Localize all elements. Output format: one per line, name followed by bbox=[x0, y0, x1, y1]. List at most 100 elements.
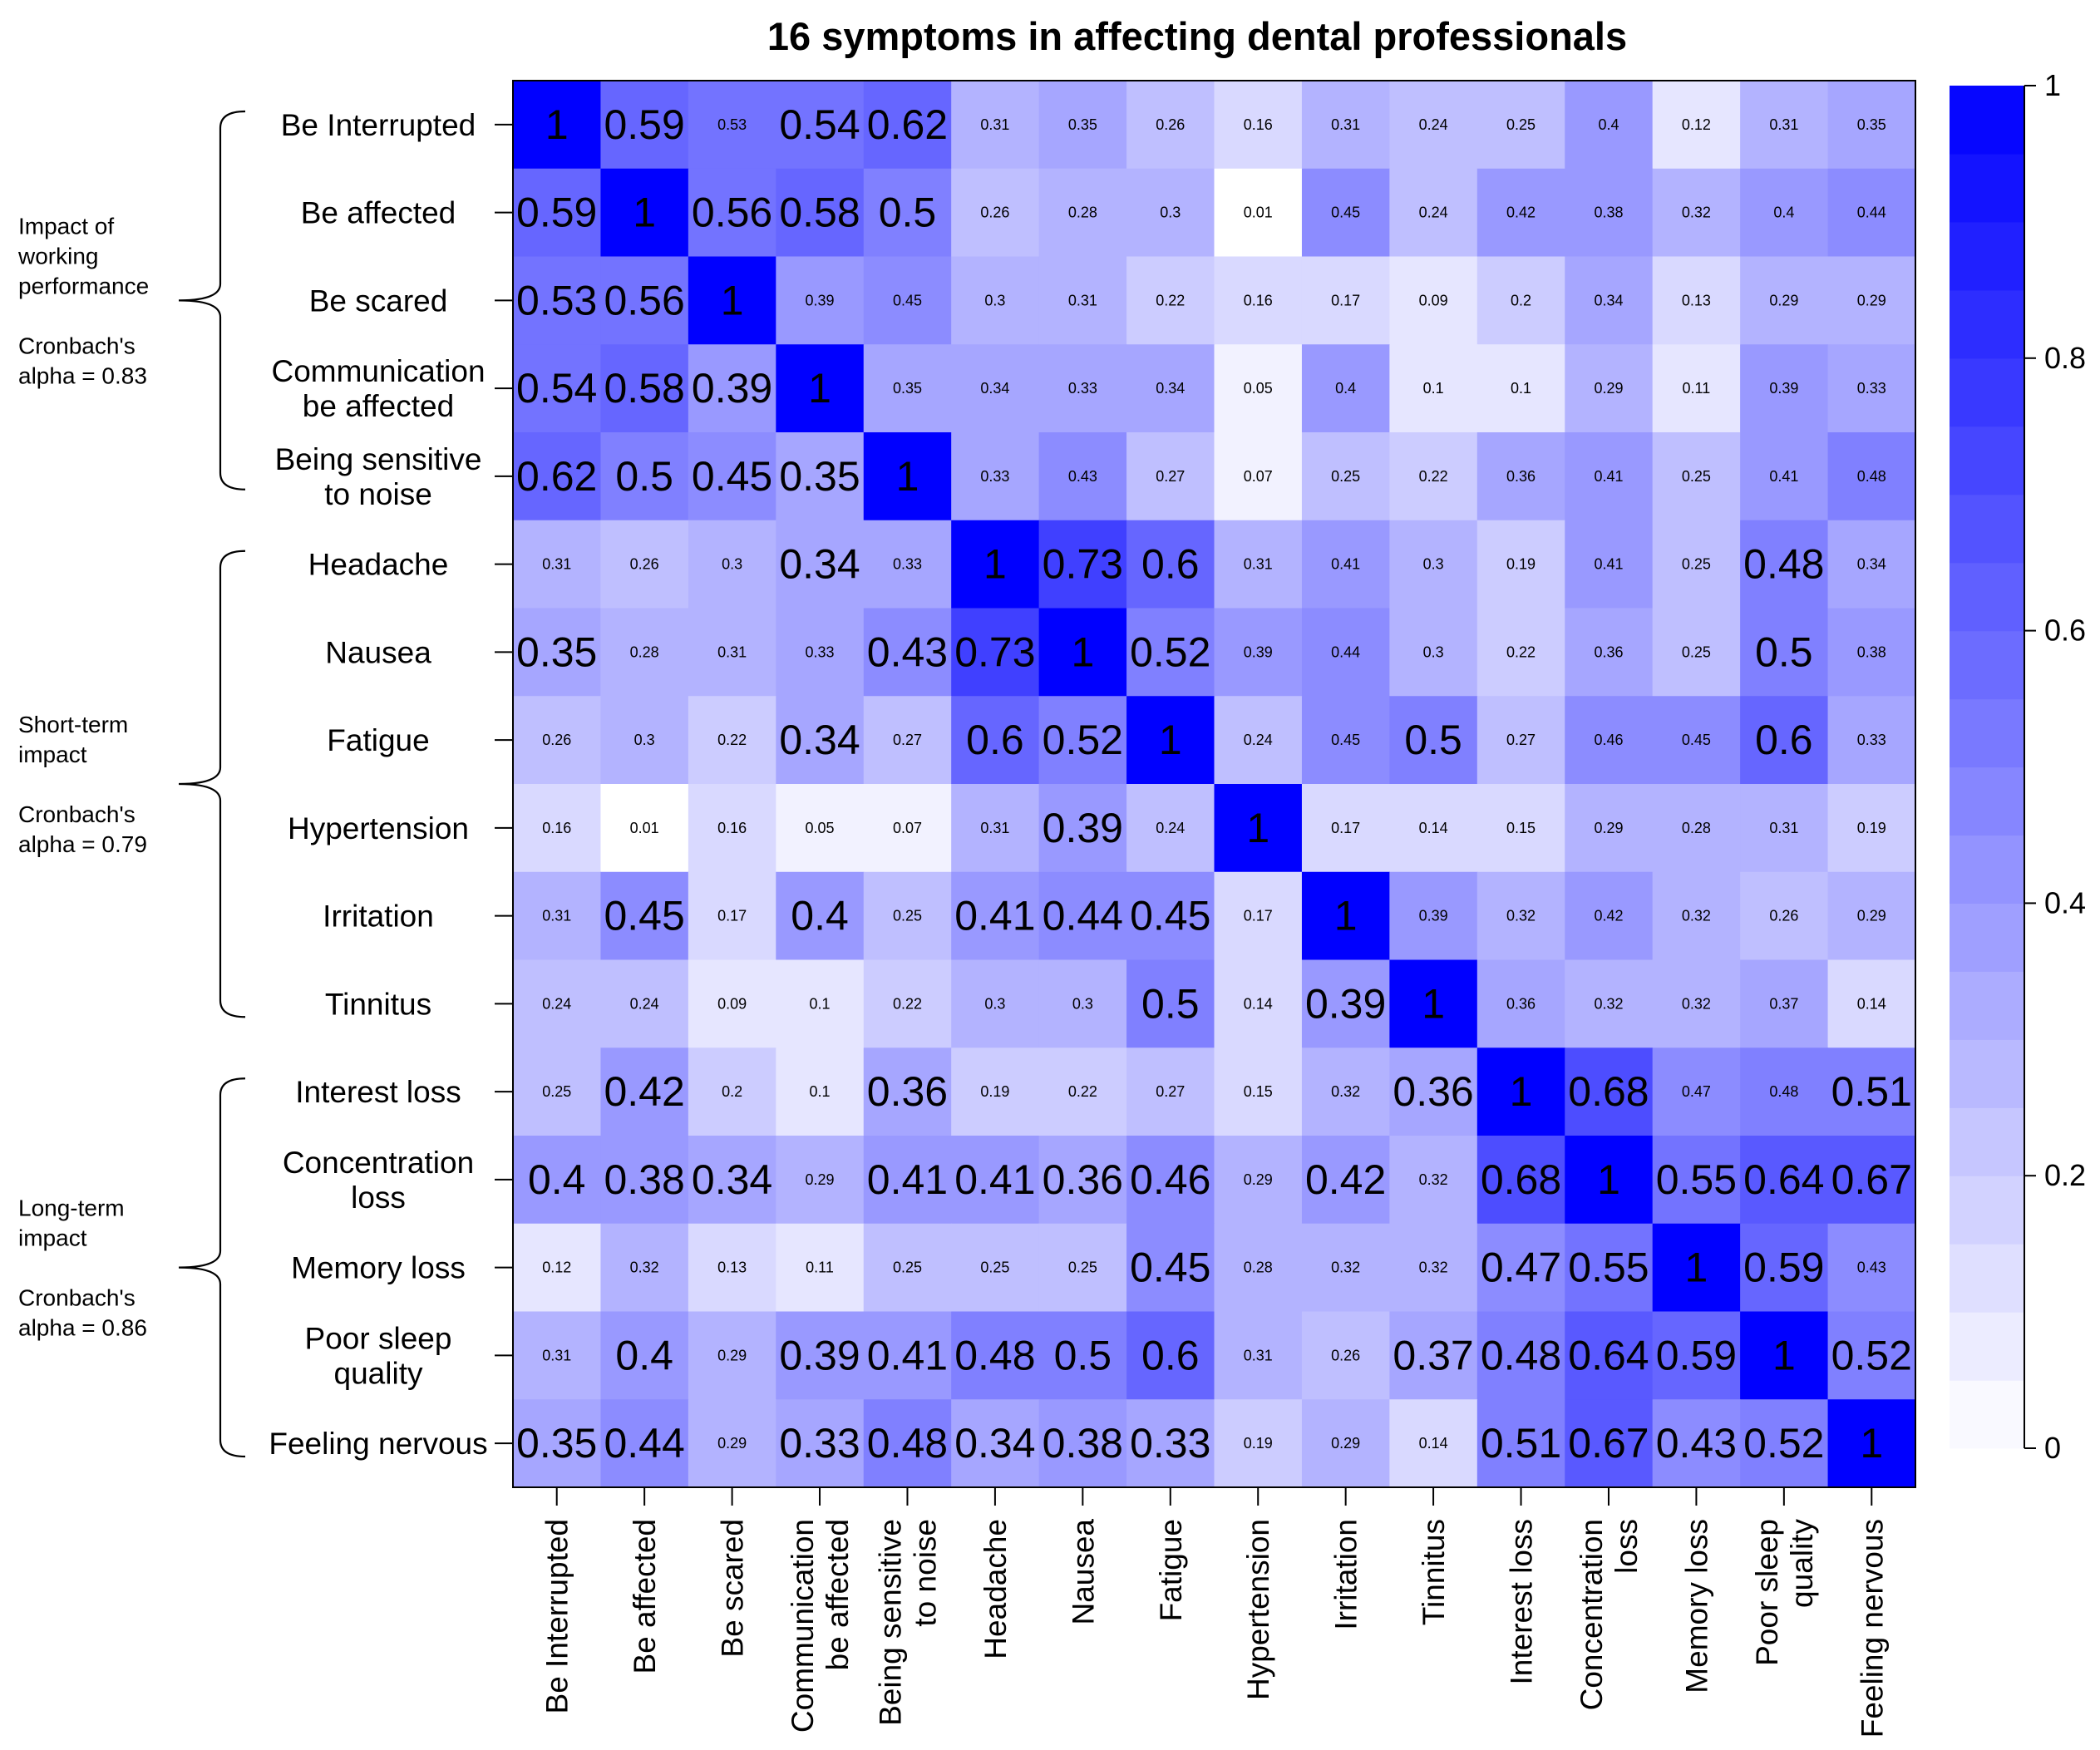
heatmap-cell-7-14 bbox=[1740, 696, 1829, 785]
heatmap-cell-12-9 bbox=[1301, 1136, 1390, 1225]
heatmap-cell-14-12 bbox=[1565, 1311, 1654, 1400]
cell-value-3-11: 0.1 bbox=[1511, 380, 1531, 397]
cell-value-13-13: 1 bbox=[1685, 1245, 1708, 1291]
heatmap-cell-6-13 bbox=[1652, 608, 1741, 697]
heatmap-cell-10-15 bbox=[1827, 959, 1916, 1048]
col-label-7: Fatigue bbox=[1154, 1519, 1188, 1621]
row-label-11: Interest loss bbox=[295, 1075, 461, 1109]
heatmap-cell-4-15 bbox=[1827, 432, 1916, 521]
cell-value-3-3: 1 bbox=[808, 365, 831, 412]
heatmap-cell-2-6 bbox=[1038, 256, 1127, 345]
cell-value-4-12: 0.41 bbox=[1594, 468, 1623, 485]
cell-value-13-9: 0.32 bbox=[1331, 1260, 1360, 1276]
cell-value-2-11: 0.2 bbox=[1511, 292, 1531, 308]
cell-value-6-3: 0.33 bbox=[806, 643, 835, 660]
cell-value-4-0: 0.62 bbox=[516, 453, 597, 500]
heatmap-cell-3-1 bbox=[600, 344, 689, 433]
cell-value-6-0: 0.35 bbox=[516, 629, 597, 675]
cell-value-14-10: 0.37 bbox=[1393, 1332, 1473, 1378]
cell-value-8-11: 0.15 bbox=[1506, 820, 1536, 836]
heatmap-cell-5-12 bbox=[1565, 520, 1654, 609]
cell-value-11-11: 1 bbox=[1510, 1068, 1533, 1115]
cell-value-7-6: 0.52 bbox=[1043, 717, 1123, 763]
heatmap-cell-12-5 bbox=[951, 1136, 1040, 1225]
heatmap-cell-1-7 bbox=[1126, 168, 1215, 258]
group-bracket-1 bbox=[178, 550, 246, 1018]
cell-value-12-7: 0.46 bbox=[1130, 1156, 1210, 1203]
heatmap-cell-12-7 bbox=[1126, 1136, 1215, 1225]
heatmap-cell-11-6 bbox=[1038, 1048, 1127, 1136]
heatmap-cell-1-13 bbox=[1652, 168, 1741, 258]
heatmap-cell-11-12 bbox=[1565, 1048, 1654, 1136]
heatmap-cell-4-10 bbox=[1389, 432, 1478, 521]
heatmap-cell-1-6 bbox=[1038, 168, 1127, 258]
heatmap-cell-14-15 bbox=[1827, 1311, 1916, 1400]
heatmap-cell-11-14 bbox=[1740, 1048, 1829, 1136]
cell-value-10-13: 0.32 bbox=[1682, 995, 1711, 1012]
heatmap-cell-3-11 bbox=[1476, 344, 1565, 433]
cell-value-15-5: 0.34 bbox=[954, 1420, 1035, 1467]
cell-value-8-2: 0.16 bbox=[717, 820, 747, 836]
heatmap-cell-11-9 bbox=[1301, 1048, 1390, 1136]
heatmap-cell-5-2 bbox=[688, 520, 776, 609]
row-label-14: Poor sleep quality bbox=[305, 1321, 452, 1390]
heatmap-cell-12-0 bbox=[513, 1136, 602, 1225]
cell-value-6-11: 0.22 bbox=[1506, 643, 1536, 660]
cell-value-0-11: 0.25 bbox=[1506, 116, 1536, 133]
colorbar-step-10 bbox=[1950, 698, 2024, 768]
cell-value-14-14: 1 bbox=[1772, 1332, 1796, 1378]
heatmap-cell-13-2 bbox=[688, 1223, 776, 1313]
cell-value-9-12: 0.42 bbox=[1594, 908, 1623, 924]
heatmap-cell-3-4 bbox=[863, 344, 952, 433]
cell-value-2-7: 0.22 bbox=[1156, 292, 1185, 308]
cell-value-14-4: 0.41 bbox=[867, 1332, 948, 1378]
heatmap-cell-1-10 bbox=[1389, 168, 1478, 258]
heatmap-cell-11-10 bbox=[1389, 1048, 1478, 1136]
heatmap-cell-0-0 bbox=[513, 81, 602, 170]
cell-value-5-8: 0.31 bbox=[1244, 556, 1273, 573]
heatmap-cell-0-8 bbox=[1214, 81, 1303, 170]
cell-value-14-0: 0.31 bbox=[542, 1347, 571, 1363]
heatmap-cell-12-8 bbox=[1214, 1136, 1303, 1225]
col-label-4: Being sensitiveto noise bbox=[873, 1519, 942, 1726]
heatmap-cell-2-14 bbox=[1740, 256, 1829, 345]
colorbar-step-1 bbox=[1950, 1312, 2024, 1381]
cell-value-10-1: 0.24 bbox=[630, 995, 659, 1012]
heatmap-cell-5-13 bbox=[1652, 520, 1741, 609]
cell-value-13-2: 0.13 bbox=[717, 1260, 747, 1276]
cell-value-5-1: 0.26 bbox=[630, 556, 659, 573]
heatmap-cell-9-3 bbox=[776, 871, 865, 961]
plot-frame bbox=[512, 80, 1916, 1488]
heatmap-cell-1-8 bbox=[1214, 168, 1303, 258]
cell-value-12-3: 0.29 bbox=[806, 1171, 835, 1188]
cell-value-3-0: 0.54 bbox=[516, 365, 597, 412]
cell-value-1-13: 0.32 bbox=[1682, 205, 1711, 221]
heatmap-cell-6-8 bbox=[1214, 608, 1303, 697]
col-label-10: Tinnitus bbox=[1417, 1519, 1451, 1625]
cell-value-15-14: 0.52 bbox=[1743, 1420, 1824, 1467]
cell-value-10-2: 0.09 bbox=[717, 995, 747, 1012]
heatmap-cell-1-3 bbox=[776, 168, 865, 258]
heatmap-cell-14-7 bbox=[1126, 1311, 1215, 1400]
cell-value-7-3: 0.34 bbox=[779, 717, 860, 763]
cell-value-11-15: 0.51 bbox=[1831, 1068, 1912, 1115]
heatmap-cell-15-7 bbox=[1126, 1399, 1215, 1488]
cell-value-0-9: 0.31 bbox=[1331, 116, 1360, 133]
cell-value-9-6: 0.44 bbox=[1043, 893, 1123, 939]
heatmap-cell-10-3 bbox=[776, 959, 865, 1048]
cell-value-1-15: 0.44 bbox=[1857, 205, 1886, 221]
cell-value-12-13: 0.55 bbox=[1656, 1156, 1737, 1203]
heatmap-cell-9-0 bbox=[513, 871, 602, 961]
cell-value-2-8: 0.16 bbox=[1244, 292, 1273, 308]
heatmap-cell-9-8 bbox=[1214, 871, 1303, 961]
cell-value-3-12: 0.29 bbox=[1594, 380, 1623, 397]
heatmap-cell-11-0 bbox=[513, 1048, 602, 1136]
cell-value-5-10: 0.3 bbox=[1423, 556, 1444, 573]
heatmap-cell-6-12 bbox=[1565, 608, 1654, 697]
heatmap-cell-3-0 bbox=[513, 344, 602, 433]
row-label-1: Be affected bbox=[301, 196, 456, 230]
cell-value-14-9: 0.26 bbox=[1331, 1347, 1360, 1363]
cell-value-8-14: 0.31 bbox=[1769, 820, 1798, 836]
heatmap-cell-13-9 bbox=[1301, 1223, 1390, 1313]
